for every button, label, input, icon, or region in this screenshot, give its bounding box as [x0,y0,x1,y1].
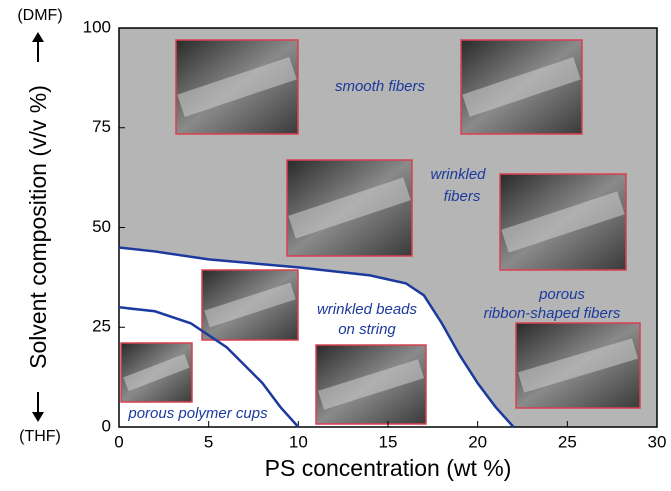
annotation: ribbon-shaped fibers [484,305,621,322]
y-tick-label: 75 [92,117,111,136]
annotation: wrinkled beads [317,301,418,318]
annotation: fibers [444,188,481,205]
arrow-head [32,412,44,422]
x-tick-label: 5 [204,432,213,451]
annotation: on string [338,321,396,338]
y-tick-label: 50 [92,217,111,236]
x-tick-label: 0 [114,432,123,451]
annotation: wrinkled [430,166,486,183]
x-tick-label: 10 [289,432,308,451]
y-axis-label: Solvent composition (v/v %) [25,85,51,369]
chart: (DMF) Solvent composition (v/v %) (THF) … [0,0,671,486]
annotation: porous [538,286,585,303]
x-axis-label: PS concentration (wt %) [265,455,512,481]
y-tick-label: 25 [92,317,111,336]
annotation: smooth fibers [335,78,426,95]
x-tick-label: 30 [648,432,667,451]
y-label-bottom: (THF) [19,428,61,445]
x-tick-label: 20 [468,432,487,451]
x-tick-label: 25 [558,432,577,451]
arrow-head [32,32,44,42]
y-label-top: (DMF) [17,7,62,24]
annotation: porous polymer cups [127,405,268,422]
y-tick-label: 0 [102,416,111,435]
x-tick-label: 15 [379,432,398,451]
y-tick-label: 100 [83,17,111,36]
